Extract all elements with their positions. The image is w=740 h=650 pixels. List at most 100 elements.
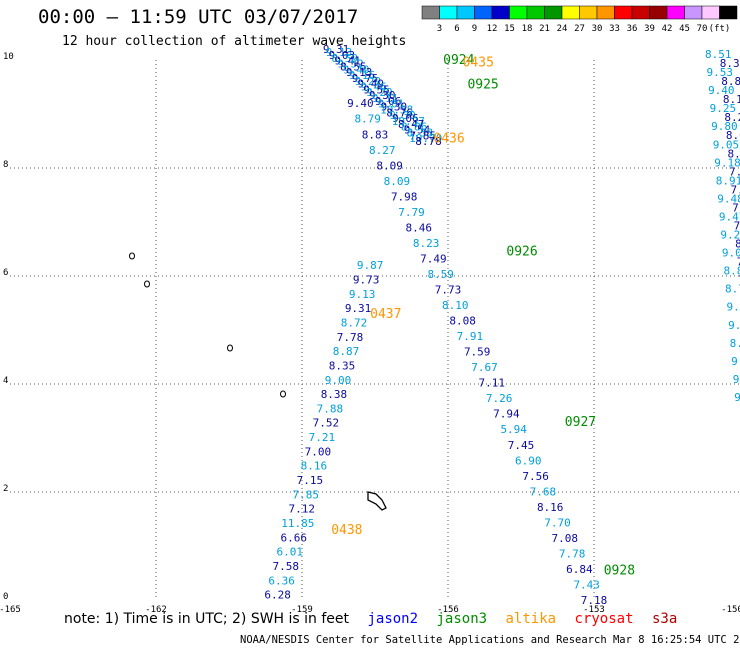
edge-swh-value: 8.51 <box>705 48 732 61</box>
swh-value: 6.28 <box>264 589 291 602</box>
swh-value: 10.70 <box>409 132 442 145</box>
edge-swh-value: 8.40 <box>735 238 740 251</box>
swh-value: 7.08 <box>552 532 579 545</box>
x-tick-label: -162 <box>145 605 167 615</box>
swh-value: 7.00 <box>305 445 332 458</box>
y-tick-label: 2 <box>3 484 8 494</box>
colorbar-swatch <box>666 5 685 20</box>
island-outline <box>144 280 150 288</box>
swh-value: 8.08 <box>449 315 476 328</box>
edge-swh-value: 8.33 <box>727 147 740 160</box>
edge-swh-value: 7.96 <box>729 165 740 178</box>
colorbar-label: 9 <box>472 24 477 34</box>
colorbar-swatch <box>596 5 615 20</box>
swh-value: 7.85 <box>410 129 437 142</box>
edge-swh-value: 9.11 <box>728 319 740 332</box>
swh-value: 7.43 <box>573 578 600 591</box>
swh-value: 8.79 <box>354 113 381 126</box>
colorbar-swatch <box>456 5 475 20</box>
swh-value: 9.06 <box>392 112 419 125</box>
swh-value: 8.59 <box>331 52 358 65</box>
swh-value: 8.87 <box>333 345 360 358</box>
chart-subtitle: 12 hour collection of altimeter wave hei… <box>62 34 407 49</box>
pass-time-label: 0925 <box>467 77 498 92</box>
edge-swh-value: 9.53 <box>707 66 734 79</box>
swh-value: 7.88 <box>317 402 344 415</box>
colorbar-swatch <box>439 5 458 20</box>
island-outline <box>280 390 286 398</box>
x-tick-label: -150 <box>721 605 740 615</box>
swh-value: 8.46 <box>406 221 433 234</box>
swh-value: 9.49 <box>357 78 384 91</box>
edge-swh-value: 8.85 <box>721 75 740 88</box>
swh-value: 9.29 <box>366 86 393 99</box>
swh-value: 9.29 <box>355 75 382 88</box>
chart-title: 00:00 – 11:59 UTC 03/07/2017 <box>38 6 359 28</box>
swh-value: 8.10 <box>442 299 469 312</box>
edge-swh-value: 9.47 <box>719 210 740 223</box>
colorbar-swatch <box>474 5 493 20</box>
swh-value: 9.54 <box>404 124 431 137</box>
colorbar-swatch <box>719 5 738 20</box>
y-tick-label: 8 <box>3 160 8 170</box>
colorbar-swatch <box>684 5 703 20</box>
y-tick-label: 4 <box>3 376 8 386</box>
colorbar-swatch <box>491 5 510 20</box>
swh-value: 8.16 <box>301 460 328 473</box>
swh-value: 9.55 <box>363 83 390 96</box>
colorbar-label: 30 <box>592 24 603 34</box>
swh-value: 8.09 <box>376 159 403 172</box>
edge-swh-value: 9.25 <box>710 102 737 115</box>
swh-value: 8.47 <box>398 118 425 131</box>
swh-value: 7.12 <box>289 503 316 516</box>
swh-value: 7.21 <box>309 431 336 444</box>
pass-time-label: 0438 <box>331 523 362 538</box>
swh-value: 7.58 <box>272 560 299 573</box>
swh-value: 10.38 <box>380 103 413 116</box>
colorbar-label: 36 <box>627 24 638 34</box>
colorbar-swatch <box>579 5 598 20</box>
pass-time-label: 0926 <box>506 245 537 260</box>
swh-value: 9.87 <box>357 259 384 272</box>
swh-value: 9.13 <box>326 46 353 59</box>
edge-swh-value: 9.05 <box>713 138 740 151</box>
edge-swh-value: 9.08 <box>734 391 740 404</box>
swh-value: 9.40 <box>347 97 374 110</box>
colorbar-label: 27 <box>574 24 585 34</box>
swh-value: 7.26 <box>486 392 513 405</box>
swh-value: 9.11 <box>372 92 399 105</box>
swh-value: 6.36 <box>268 574 295 587</box>
pass-time-label: 0437 <box>370 307 401 322</box>
swh-value: 7.68 <box>530 485 557 498</box>
swh-value: 9.31 <box>323 43 350 56</box>
x-tick-label: -153 <box>583 605 605 615</box>
edge-swh-value: 7.60 <box>734 219 740 232</box>
edge-swh-value: 9.08 <box>731 355 740 368</box>
legend-s3a: s3a <box>651 611 678 627</box>
swh-value: 9.31 <box>345 302 372 315</box>
colorbar-swatch <box>544 5 563 20</box>
x-tick-label: -159 <box>291 605 313 615</box>
swh-value: 8.76 <box>386 106 413 119</box>
swh-value: 7.18 <box>581 594 608 607</box>
colorbar-label: (ft) <box>709 24 731 34</box>
swh-value: 9.06 <box>375 95 402 108</box>
legend-jason2: jason2 <box>367 611 419 627</box>
swh-value: 7.59 <box>464 346 491 359</box>
colorbar-label: 42 <box>662 24 673 34</box>
swh-value: 8.23 <box>413 237 440 250</box>
colorbar-label: 33 <box>609 24 620 34</box>
edge-swh-value: 8.18 <box>723 93 740 106</box>
edge-swh-value: 7.29 <box>738 274 740 287</box>
swh-value: 7.79 <box>398 206 425 219</box>
swh-value: 9.49 <box>343 63 370 76</box>
colorbar-label: 12 <box>487 24 498 34</box>
swh-value: 9.13 <box>349 288 376 301</box>
swh-value: 9.13 <box>346 66 373 79</box>
edge-swh-value: 7.73 <box>732 201 740 214</box>
colorbar-swatch <box>421 5 440 20</box>
swh-value: 7.85 <box>293 488 320 501</box>
colorbar-label: 18 <box>522 24 533 34</box>
